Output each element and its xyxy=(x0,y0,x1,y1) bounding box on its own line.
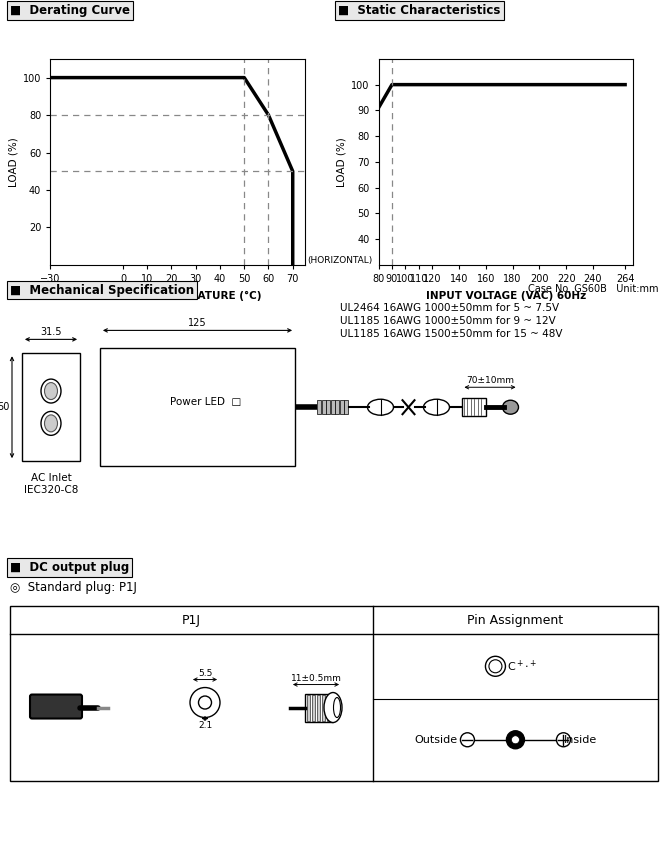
Bar xyxy=(312,695,315,721)
Ellipse shape xyxy=(502,400,519,415)
Text: (HORIZONTAL): (HORIZONTAL) xyxy=(308,256,373,265)
Text: 50: 50 xyxy=(0,402,10,412)
Text: ■  DC output plug: ■ DC output plug xyxy=(10,561,129,574)
Text: C$^+$$\cdot$$^+$: C$^+$$\cdot$$^+$ xyxy=(507,659,538,674)
Text: 125: 125 xyxy=(188,319,207,328)
Text: 5.5: 5.5 xyxy=(198,669,212,678)
Ellipse shape xyxy=(486,656,505,676)
Bar xyxy=(22,353,80,461)
Text: ◎  Standard plug: P1J: ◎ Standard plug: P1J xyxy=(10,581,137,594)
Bar xyxy=(307,695,310,721)
Ellipse shape xyxy=(41,379,61,403)
Bar xyxy=(335,400,339,415)
Ellipse shape xyxy=(41,411,61,436)
Ellipse shape xyxy=(511,736,519,743)
Text: Case No. GS60B   Unit:mm: Case No. GS60B Unit:mm xyxy=(527,283,658,294)
Bar xyxy=(322,400,326,415)
Ellipse shape xyxy=(44,415,58,431)
Bar xyxy=(322,695,325,721)
Text: 11±0.5mm: 11±0.5mm xyxy=(291,674,342,683)
Ellipse shape xyxy=(489,660,502,673)
Text: ■  Mechanical Specification: ■ Mechanical Specification xyxy=(10,283,194,297)
Bar xyxy=(344,400,348,415)
Bar xyxy=(317,400,321,415)
Text: P1J: P1J xyxy=(182,614,201,627)
Y-axis label: LOAD (%): LOAD (%) xyxy=(9,137,19,187)
Text: Outside: Outside xyxy=(414,735,457,745)
Ellipse shape xyxy=(423,399,450,415)
Text: UL1185 16AWG 1000±50mm for 9 ~ 12V: UL1185 16AWG 1000±50mm for 9 ~ 12V xyxy=(340,316,555,326)
Y-axis label: LOAD (%): LOAD (%) xyxy=(337,137,347,187)
Ellipse shape xyxy=(190,688,220,717)
Text: Pin Assignment: Pin Assignment xyxy=(468,614,563,627)
Ellipse shape xyxy=(198,696,212,709)
Text: IEC320-C8: IEC320-C8 xyxy=(24,485,78,495)
Bar xyxy=(317,695,320,721)
Bar xyxy=(100,348,295,466)
Ellipse shape xyxy=(44,383,58,399)
Text: UL1185 16AWG 1500±50mm for 15 ~ 48V: UL1185 16AWG 1500±50mm for 15 ~ 48V xyxy=(340,330,563,340)
Text: Power LED  □: Power LED □ xyxy=(170,397,241,407)
Text: 2.1: 2.1 xyxy=(198,721,212,729)
Text: AC Inlet: AC Inlet xyxy=(31,473,72,483)
Ellipse shape xyxy=(334,697,340,717)
Ellipse shape xyxy=(460,733,474,747)
Ellipse shape xyxy=(557,733,570,747)
Bar xyxy=(462,399,486,416)
Text: 70±10mm: 70±10mm xyxy=(466,376,514,385)
Bar xyxy=(326,400,330,415)
X-axis label: AMBIENT TEMPERATURE (°C): AMBIENT TEMPERATURE (°C) xyxy=(93,291,262,301)
Text: 31.5: 31.5 xyxy=(40,327,62,337)
Text: ■  Static Characteristics: ■ Static Characteristics xyxy=(338,4,500,17)
Bar xyxy=(305,694,333,722)
Bar xyxy=(10,606,658,781)
Bar xyxy=(340,400,344,415)
X-axis label: INPUT VOLTAGE (VAC) 60Hz: INPUT VOLTAGE (VAC) 60Hz xyxy=(425,291,586,301)
Text: Inside: Inside xyxy=(564,735,597,745)
Ellipse shape xyxy=(368,399,393,415)
Bar xyxy=(327,695,330,721)
FancyBboxPatch shape xyxy=(30,695,82,718)
Text: UL2464 16AWG 1000±50mm for 5 ~ 7.5V: UL2464 16AWG 1000±50mm for 5 ~ 7.5V xyxy=(340,304,559,314)
Ellipse shape xyxy=(324,692,342,722)
Text: ■  Derating Curve: ■ Derating Curve xyxy=(10,4,130,17)
Bar xyxy=(330,400,334,415)
Ellipse shape xyxy=(507,731,525,748)
